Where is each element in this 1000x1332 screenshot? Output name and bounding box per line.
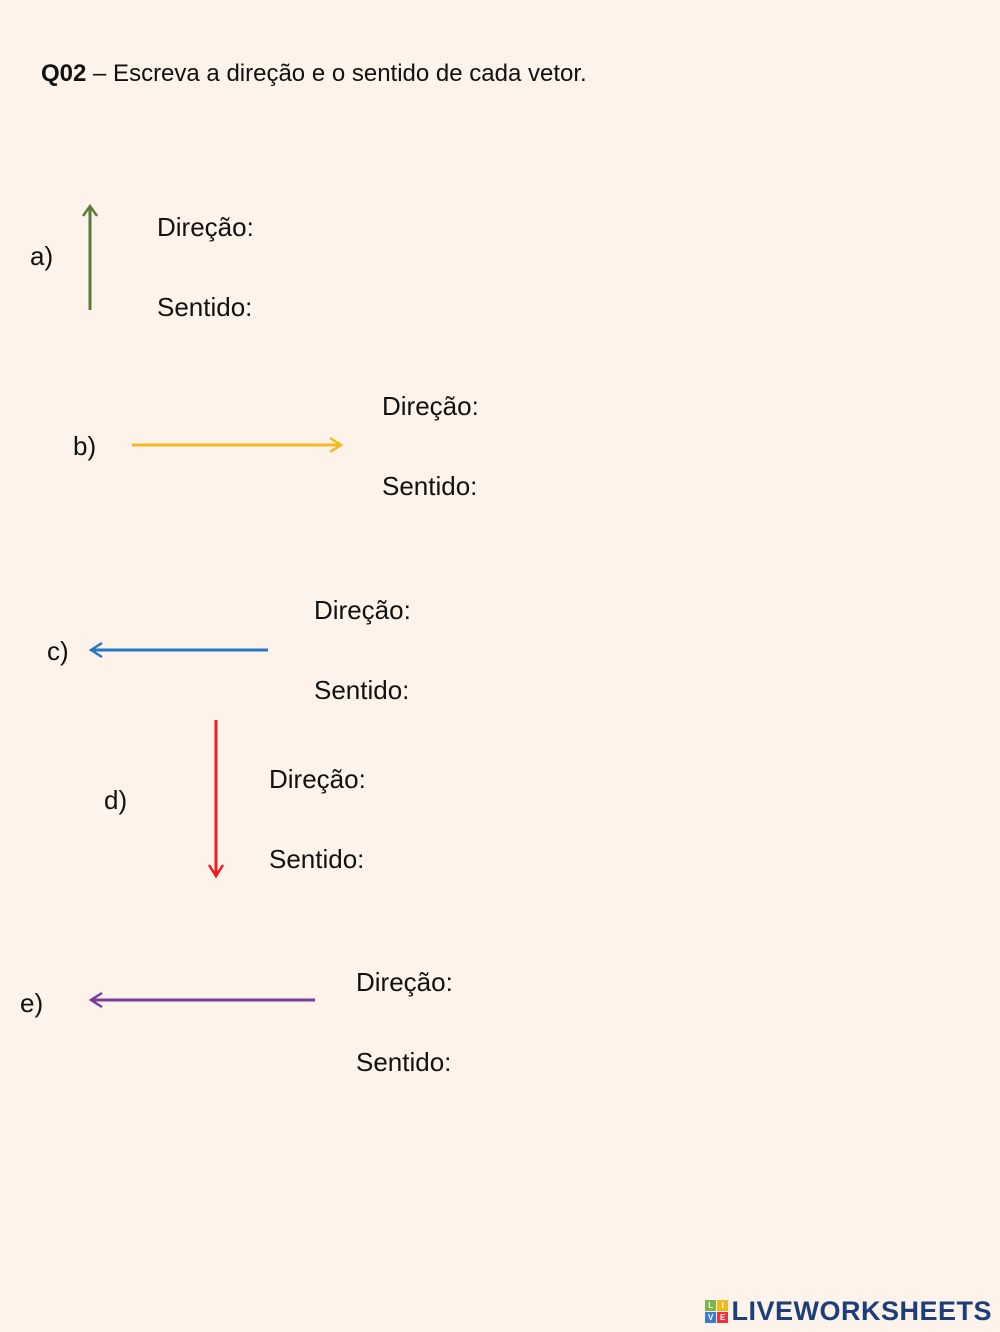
vector-d-arrow — [207, 720, 225, 879]
item-a-sense-label: Sentido: — [157, 292, 253, 322]
item-b-sense-label: Sentido: — [382, 471, 478, 501]
question-title: Q02 – Escreva a direção e o sentido de c… — [41, 62, 587, 86]
item-e-label: e) — [20, 988, 44, 1018]
logo-text: LIVEWORKSHEETS — [731, 1296, 992, 1326]
liveworksheets-logo: L I V E LIVEWORKSHEETS — [705, 1298, 992, 1325]
item-d-label: d) — [104, 785, 128, 815]
logo-letter: E — [717, 1312, 729, 1323]
logo-letter: L — [705, 1300, 717, 1311]
vector-b-arrow — [132, 436, 344, 454]
item-d-sense-label: Sentido: — [269, 844, 365, 874]
item-b-label: b) — [73, 431, 97, 461]
item-a-direction-label: Direção: — [157, 212, 254, 242]
vector-c-arrow — [88, 641, 268, 659]
logo-letter: I — [717, 1300, 729, 1311]
item-a-label: a) — [30, 241, 54, 271]
item-d-direction-label: Direção: — [269, 764, 366, 794]
question-instruction: – Escreva a direção e o sentido de cada … — [86, 60, 587, 87]
vector-a-arrow — [81, 203, 99, 310]
item-b-direction-label: Direção: — [382, 391, 479, 421]
item-c-direction-label: Direção: — [314, 595, 411, 625]
logo-mark-icon: L I V E — [705, 1300, 729, 1323]
item-c-sense-label: Sentido: — [314, 675, 410, 705]
item-e-direction-label: Direção: — [356, 967, 453, 997]
question-number: Q02 — [41, 60, 87, 87]
item-e-sense-label: Sentido: — [356, 1047, 452, 1077]
logo-letter: V — [705, 1312, 717, 1323]
vector-e-arrow — [88, 991, 315, 1009]
item-c-label: c) — [47, 636, 69, 666]
